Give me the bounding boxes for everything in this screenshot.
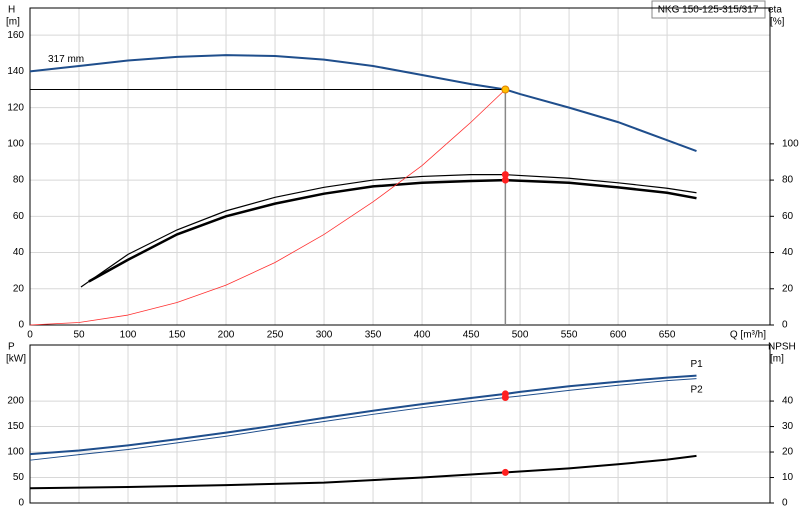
y2-tick-label: 80 [782,175,794,186]
y2-axis-unit: [%] [770,17,785,28]
y-tick-label: 100 [7,447,24,458]
y-axis-label: P [8,342,15,353]
x-tick-label: 200 [218,330,235,341]
operating-point [501,171,509,179]
y-tick-label: 0 [18,320,24,331]
y-tick-label: 150 [7,421,24,432]
x-tick-label: 500 [512,330,529,341]
title-box [651,0,766,19]
y-tick-label: 50 [13,472,25,483]
y-tick-label: 160 [7,30,24,41]
x-tick-label: 650 [659,330,676,341]
x-tick-label: 250 [267,330,284,341]
y2-tick-label: 30 [782,421,794,432]
y2-tick-label: 60 [782,211,794,222]
x-axis-label: Q [m³/h] [730,330,766,341]
chart-title: NKG 150-125-315/317 [658,5,759,16]
curve-label: 317 mm [48,54,84,65]
x-tick-label: 50 [73,330,85,341]
curve [29,454,697,490]
operating-point [501,176,509,184]
y-tick-label: 60 [13,211,25,222]
y2-tick-label: 100 [782,138,799,149]
y-tick-label: 200 [7,396,24,407]
y-tick-label: 100 [7,138,24,149]
x-tick-label: 450 [463,330,480,341]
y2-tick-label: 20 [782,447,794,458]
y-tick-label: 80 [13,175,25,186]
y-tick-label: 20 [13,283,25,294]
x-tick-label: 550 [561,330,578,341]
curve [29,89,506,326]
y2-tick-label: 0 [782,498,788,509]
y2-axis-unit: [m] [770,354,784,365]
y2-tick-label: 10 [782,472,794,483]
curve-label: P2 [690,384,703,395]
y2-axis-label: NPSH [768,342,796,353]
x-tick-label: 100 [120,330,137,341]
operating-point [501,468,509,476]
curve [29,54,697,153]
curve [29,378,697,461]
x-tick-label: 300 [316,330,333,341]
x-tick-label: 150 [169,330,186,341]
plot-frame [29,7,771,326]
curve [88,178,697,283]
y-tick-label: 0 [18,498,24,509]
x-tick-label: 0 [27,330,33,341]
y-axis-unit: [m] [6,17,20,28]
curve [29,374,697,456]
x-tick-label: 350 [365,330,382,341]
curve-label: P1 [690,359,703,370]
y2-tick-label: 20 [782,283,794,294]
y2-tick-label: 40 [782,396,794,407]
y2-tick-label: 40 [782,247,794,258]
y2-tick-label: 0 [782,320,788,331]
plot-frame [29,344,771,504]
y-tick-label: 120 [7,102,24,113]
x-tick-label: 600 [610,330,627,341]
y-axis-label: H [8,5,15,16]
y-tick-label: 40 [13,247,25,258]
operating-point [501,85,510,94]
x-tick-label: 400 [414,330,431,341]
operating-point [501,393,509,401]
y-tick-label: 140 [7,66,24,77]
y-axis-unit: [kW] [6,354,26,365]
y2-axis-label: eta [768,5,782,16]
curve [80,174,697,288]
